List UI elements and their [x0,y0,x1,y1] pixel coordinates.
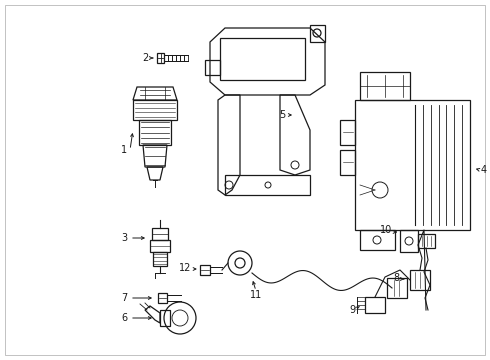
Text: 3: 3 [121,233,127,243]
Text: 11: 11 [250,290,262,300]
Text: 12: 12 [179,263,191,273]
Text: 6: 6 [121,313,127,323]
Text: 5: 5 [279,110,285,120]
Text: 9: 9 [349,305,355,315]
Text: 10: 10 [380,225,392,235]
Text: 4: 4 [481,165,487,175]
Text: 2: 2 [142,53,148,63]
Text: 7: 7 [121,293,127,303]
Text: 1: 1 [121,145,127,155]
Text: 8: 8 [394,273,400,283]
